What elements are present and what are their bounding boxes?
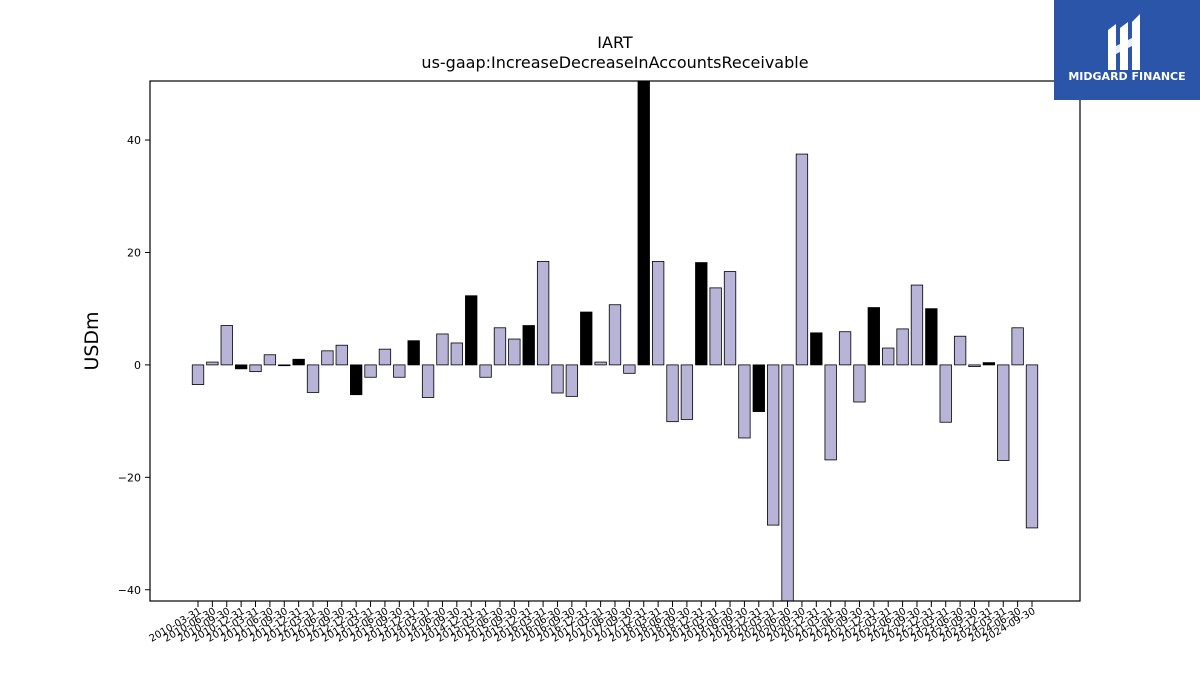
bar-2020-03-31 — [767, 364, 780, 526]
bar-2011-12-31 — [292, 358, 305, 366]
bar-2019-03-31 — [709, 287, 722, 366]
bar-2018-06-30 — [666, 364, 679, 423]
bar-2013-09-30 — [393, 364, 406, 378]
bar-2022-09-30 — [910, 284, 924, 366]
bar-2021-09-30 — [853, 364, 866, 403]
chart-subtitle: us-gaap:IncreaseDecreaseInAccountsReceiv… — [421, 53, 808, 72]
bar-2019-09-30 — [738, 364, 751, 439]
x-axis-ticks: 2010-03-312010-06-302010-09-302010-12-31… — [148, 601, 1038, 645]
bar-2014-09-30 — [450, 342, 463, 366]
bar-2010-03-31 — [191, 364, 205, 385]
bar-2010-09-30 — [220, 325, 233, 366]
y-axis-ticks: −40 −20 0 20 40 — [118, 134, 150, 597]
bar-2016-12-31 — [580, 311, 593, 366]
bar-2018-12-31 — [695, 262, 708, 366]
bar-2012-09-30 — [335, 344, 348, 366]
bar-2020-12-31 — [810, 332, 823, 366]
bar-2014-12-31 — [465, 295, 478, 366]
bar-2023-03-31 — [939, 364, 952, 423]
bar-2015-06-30 — [493, 327, 507, 366]
bar-2017-03-31 — [594, 361, 607, 366]
bar-2012-06-30 — [321, 350, 334, 366]
bar-2023-06-30 — [953, 335, 967, 366]
bar-2010-12-31 — [234, 364, 248, 370]
y-tick-label: −20 — [118, 471, 141, 484]
y-tick-label: 0 — [134, 359, 141, 372]
logo-mark-icon — [1108, 14, 1140, 70]
bar-2019-12-31 — [752, 364, 765, 412]
bar-2021-03-31 — [824, 364, 837, 461]
bar-2017-09-30 — [623, 364, 636, 374]
y-tick-label: 40 — [127, 134, 141, 147]
bar-2016-03-31 — [536, 261, 550, 366]
bar-2012-12-31 — [350, 364, 363, 396]
bar-2024-03-31 — [997, 364, 1010, 461]
bar-2023-12-31 — [982, 362, 996, 366]
bar-2018-09-30 — [680, 364, 694, 420]
bar-2015-09-30 — [508, 338, 521, 366]
bar-2020-09-30 — [795, 153, 809, 366]
bar-2016-09-30 — [565, 364, 579, 397]
bar-2015-03-31 — [479, 364, 492, 378]
bar-2012-03-31 — [306, 364, 320, 393]
y-tick-label: 20 — [127, 246, 141, 259]
bar-2022-12-31 — [925, 308, 938, 366]
bar-2013-06-30 — [378, 348, 392, 366]
bar-2018-03-31 — [651, 261, 665, 366]
bar-2023-09-30 — [968, 364, 981, 367]
bar-2010-06-30 — [206, 361, 219, 366]
bars-group — [191, 80, 1039, 602]
bar-2022-06-30 — [896, 328, 909, 366]
chart-title: IART — [597, 33, 633, 52]
bar-2016-06-30 — [551, 364, 564, 394]
midgard-finance-logo: MIDGARD FINANCE — [1054, 0, 1200, 100]
bar-2024-06-30 — [1011, 327, 1024, 366]
bar-2021-06-30 — [838, 331, 852, 366]
bar-2015-12-31 — [522, 325, 535, 366]
bar-2011-06-30 — [263, 354, 277, 366]
bar-2019-06-30 — [723, 271, 737, 366]
y-axis-label: USDm — [81, 311, 103, 370]
bar-2024-09-30 — [1025, 364, 1039, 529]
bar-2021-12-31 — [867, 307, 880, 366]
bar-2011-03-31 — [249, 364, 262, 373]
logo-text: MIDGARD FINANCE — [1068, 70, 1185, 83]
bar-2013-03-31 — [364, 364, 377, 378]
bar-2020-06-30 — [781, 364, 794, 602]
plot-frame — [149, 80, 1081, 602]
bar-2014-03-31 — [421, 364, 435, 398]
bar-2022-03-31 — [882, 347, 895, 366]
bar-2014-06-30 — [436, 333, 449, 366]
y-tick-label: −40 — [118, 584, 141, 597]
bar-2017-12-31 — [637, 80, 650, 366]
bar-2011-09-30 — [278, 364, 291, 367]
bar-2017-06-30 — [608, 304, 622, 366]
bar-2013-12-31 — [407, 340, 420, 366]
